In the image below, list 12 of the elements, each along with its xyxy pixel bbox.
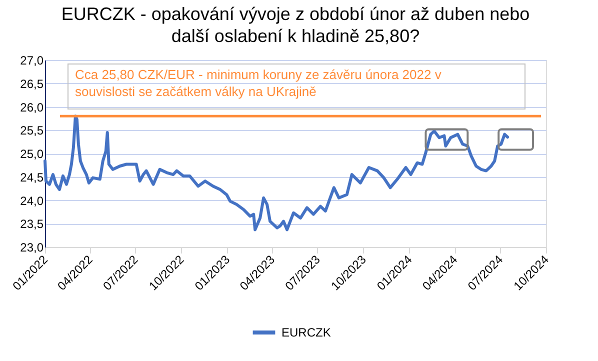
legend-label: EURCZK <box>282 326 331 340</box>
y-tick-label: 26,5 <box>20 76 44 91</box>
y-tick-label: 24,0 <box>20 194 44 208</box>
y-tick-label: 23,5 <box>20 217 44 232</box>
y-tick-label: 23,0 <box>20 240 44 254</box>
ref-line-label: Cca 25,80 CZK/EUR - minimum koruny ze závěru února 2022 v souvislosti se začátkem války na UKrajině <box>75 67 442 99</box>
chart-title: EURCZK - opakování vývoje z období únor až duben nebo další oslabení k hladině 25,80? <box>61 4 530 46</box>
y-tick-label: 25,0 <box>20 147 44 161</box>
y-tick-label: 26,0 <box>20 100 44 114</box>
y-tick-label: 24,5 <box>20 170 44 184</box>
y-tick-label: 27,0 <box>20 54 44 68</box>
y-tick-label: 25,5 <box>20 124 44 138</box>
